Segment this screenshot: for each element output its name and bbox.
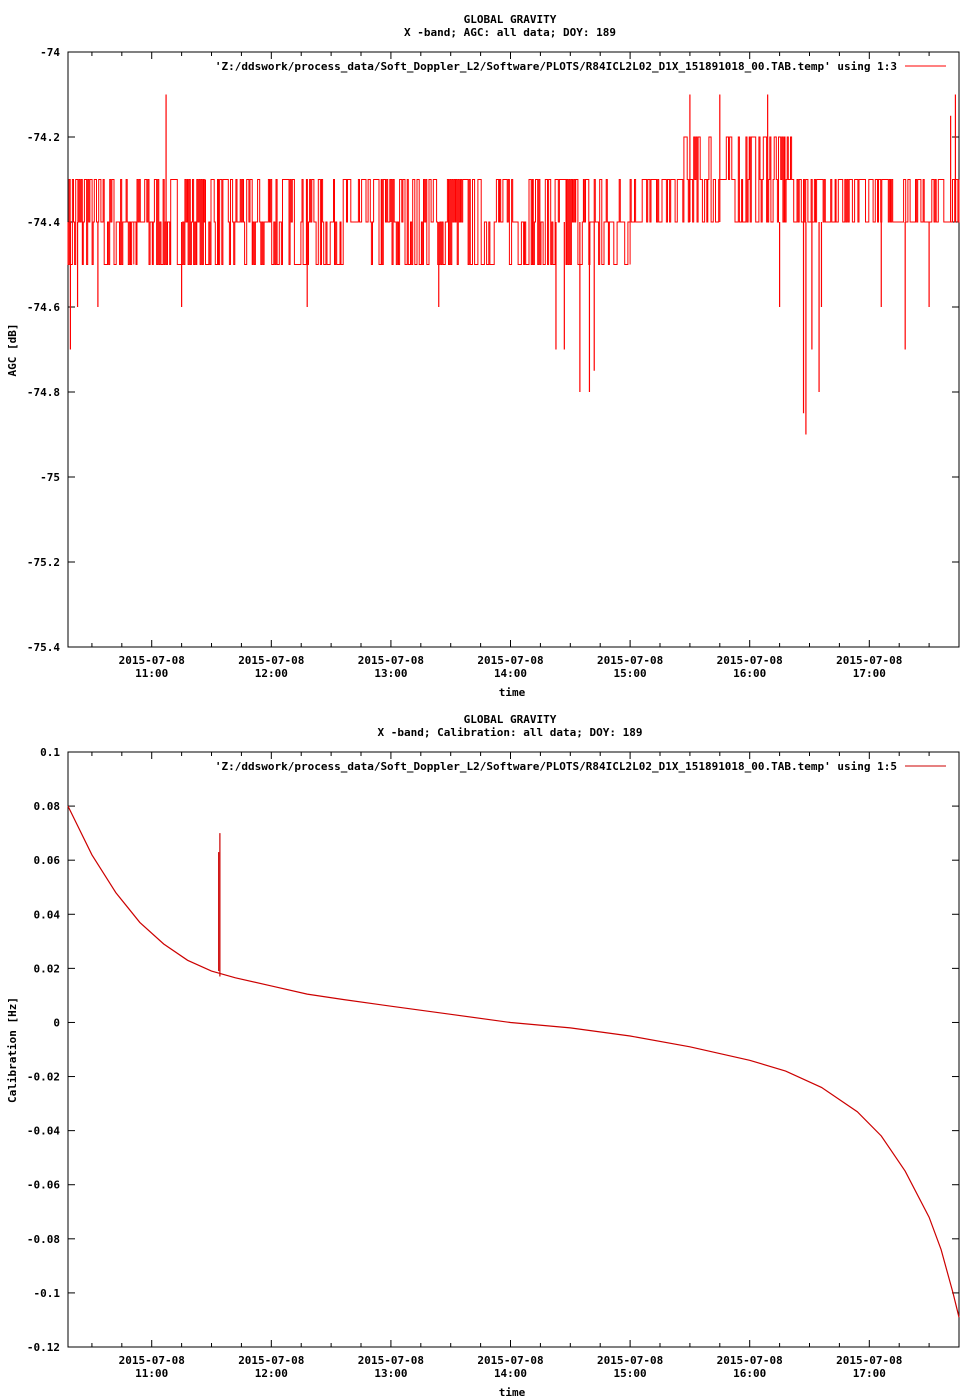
plot-frame <box>67 751 960 1348</box>
x-tick-label-time: 11:00 <box>135 667 168 680</box>
x-tick-label-time: 11:00 <box>135 1367 168 1380</box>
x-tick-label-time: 14:00 <box>494 1367 527 1380</box>
agc-series <box>67 94 960 435</box>
y-tick-label: 0 <box>53 1016 60 1029</box>
x-tick-label-date: 2015-07-08 <box>717 654 783 667</box>
legend-label: 'Z:/ddswork/process_data/Soft_Doppler_L2… <box>215 760 897 773</box>
plot-frame <box>67 51 960 648</box>
y-tick-label: -74.6 <box>27 301 60 314</box>
y-tick-label: -0.08 <box>27 1233 60 1246</box>
y-tick-label: -0.02 <box>27 1071 60 1084</box>
x-tick-label-date: 2015-07-08 <box>477 1354 543 1367</box>
x-tick-label-date: 2015-07-08 <box>477 654 543 667</box>
x-tick-label-time: 15:00 <box>614 1367 647 1380</box>
y-axis-label: Calibration [Hz] <box>6 997 19 1103</box>
y-tick-label: 0.06 <box>34 854 61 867</box>
x-tick-label-time: 17:00 <box>853 1367 886 1380</box>
x-axis-label: time <box>499 686 526 699</box>
x-tick-label-date: 2015-07-08 <box>597 1354 663 1367</box>
agc-chart-panel: GLOBAL GRAVITY X -band; AGC: all data; D… <box>6 13 960 699</box>
y-tick-label: -0.04 <box>27 1125 60 1138</box>
x-tick-label-date: 2015-07-08 <box>358 654 424 667</box>
y-tick-label: -75.4 <box>27 641 60 654</box>
x-tick-label-time: 16:00 <box>733 667 766 680</box>
legend-label: 'Z:/ddswork/process_data/Soft_Doppler_L2… <box>215 60 897 73</box>
x-tick-label-time: 15:00 <box>614 667 647 680</box>
y-tick-label: -74.4 <box>27 216 60 229</box>
chart-subtitle: X -band; AGC: all data; DOY: 189 <box>404 26 616 39</box>
agc-trace <box>67 136 960 265</box>
y-tick-label: -75.2 <box>27 556 60 569</box>
x-tick-label-date: 2015-07-08 <box>836 1354 902 1367</box>
y-tick-label: 0.04 <box>34 908 61 921</box>
x-tick-label-date: 2015-07-08 <box>717 1354 783 1367</box>
x-tick-label-date: 2015-07-08 <box>238 1354 304 1367</box>
x-tick-label-date: 2015-07-08 <box>597 654 663 667</box>
calibration-chart-panel: GLOBAL GRAVITY X -band; Calibration: all… <box>6 713 960 1399</box>
chart-title: GLOBAL GRAVITY <box>464 713 557 726</box>
x-tick-label-date: 2015-07-08 <box>119 1354 185 1367</box>
x-tick-label-time: 13:00 <box>374 1367 407 1380</box>
x-axis-label: time <box>499 1386 526 1399</box>
chart-subtitle: X -band; Calibration: all data; DOY: 189 <box>378 726 643 739</box>
x-tick-label-time: 12:00 <box>255 667 288 680</box>
y-tick-label: 0.1 <box>40 746 60 759</box>
y-tick-label: -0.06 <box>27 1179 60 1192</box>
y-tick-label: -74.8 <box>27 386 60 399</box>
x-tick-label-time: 17:00 <box>853 667 886 680</box>
y-tick-label: -0.12 <box>27 1341 60 1354</box>
y-axis-label: AGC [dB] <box>6 324 19 377</box>
x-tick-label-time: 14:00 <box>494 667 527 680</box>
y-tick-label: -0.1 <box>34 1287 61 1300</box>
chart-title: GLOBAL GRAVITY <box>464 13 557 26</box>
y-tick-label: 0.02 <box>34 962 61 975</box>
x-tick-label-time: 12:00 <box>255 1367 288 1380</box>
x-tick-label-time: 16:00 <box>733 1367 766 1380</box>
x-tick-label-date: 2015-07-08 <box>119 654 185 667</box>
x-tick-label-date: 2015-07-08 <box>238 654 304 667</box>
y-tick-label: -75 <box>40 471 60 484</box>
y-tick-label: 0.08 <box>34 800 61 813</box>
x-tick-label-time: 13:00 <box>374 667 407 680</box>
y-tick-label: -74.2 <box>27 131 60 144</box>
y-tick-label: -74 <box>40 46 60 59</box>
x-tick-label-date: 2015-07-08 <box>358 1354 424 1367</box>
calibration-curve <box>67 805 960 1318</box>
x-tick-label-date: 2015-07-08 <box>836 654 902 667</box>
